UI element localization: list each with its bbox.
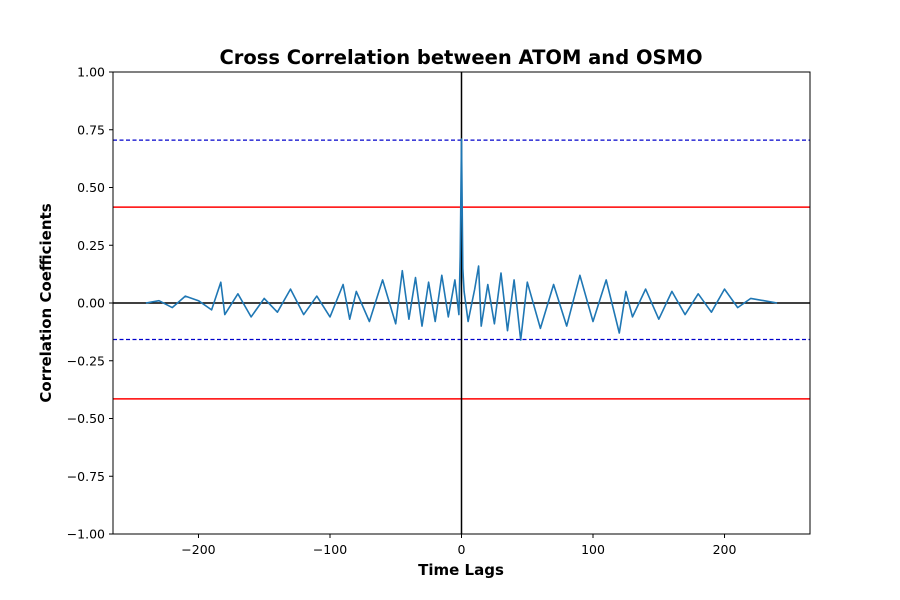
x-axis-title: Time Lags xyxy=(418,561,504,579)
y-tick-label: 1.00 xyxy=(77,65,105,80)
y-tick-label: 0.00 xyxy=(77,296,105,311)
y-tick-label: −0.75 xyxy=(67,469,105,484)
x-axis: −200 −100 0 100 200 xyxy=(181,534,736,557)
x-tick-label: 100 xyxy=(581,542,605,557)
y-tick-label: −0.25 xyxy=(67,353,105,368)
y-axis: 1.00 0.75 0.50 0.25 0.00 −0.25 −0.50 −0.75 −1.00 xyxy=(67,65,113,542)
y-tick-label: 0.50 xyxy=(77,180,105,195)
x-tick-label: −200 xyxy=(181,542,215,557)
y-axis-title: Correlation Coefficients xyxy=(37,203,55,402)
y-tick-label: 0.25 xyxy=(77,238,105,253)
series-layer xyxy=(145,138,778,341)
y-tick-label: −1.00 xyxy=(67,527,105,542)
series-line-0 xyxy=(145,138,778,341)
x-tick-label: 200 xyxy=(713,542,737,557)
x-tick-label: −100 xyxy=(313,542,347,557)
y-tick-label: 0.75 xyxy=(77,122,105,137)
x-tick-label: 0 xyxy=(458,542,466,557)
y-tick-label: −0.50 xyxy=(67,411,105,426)
chart-title: Cross Correlation between ATOM and OSMO xyxy=(219,46,702,69)
